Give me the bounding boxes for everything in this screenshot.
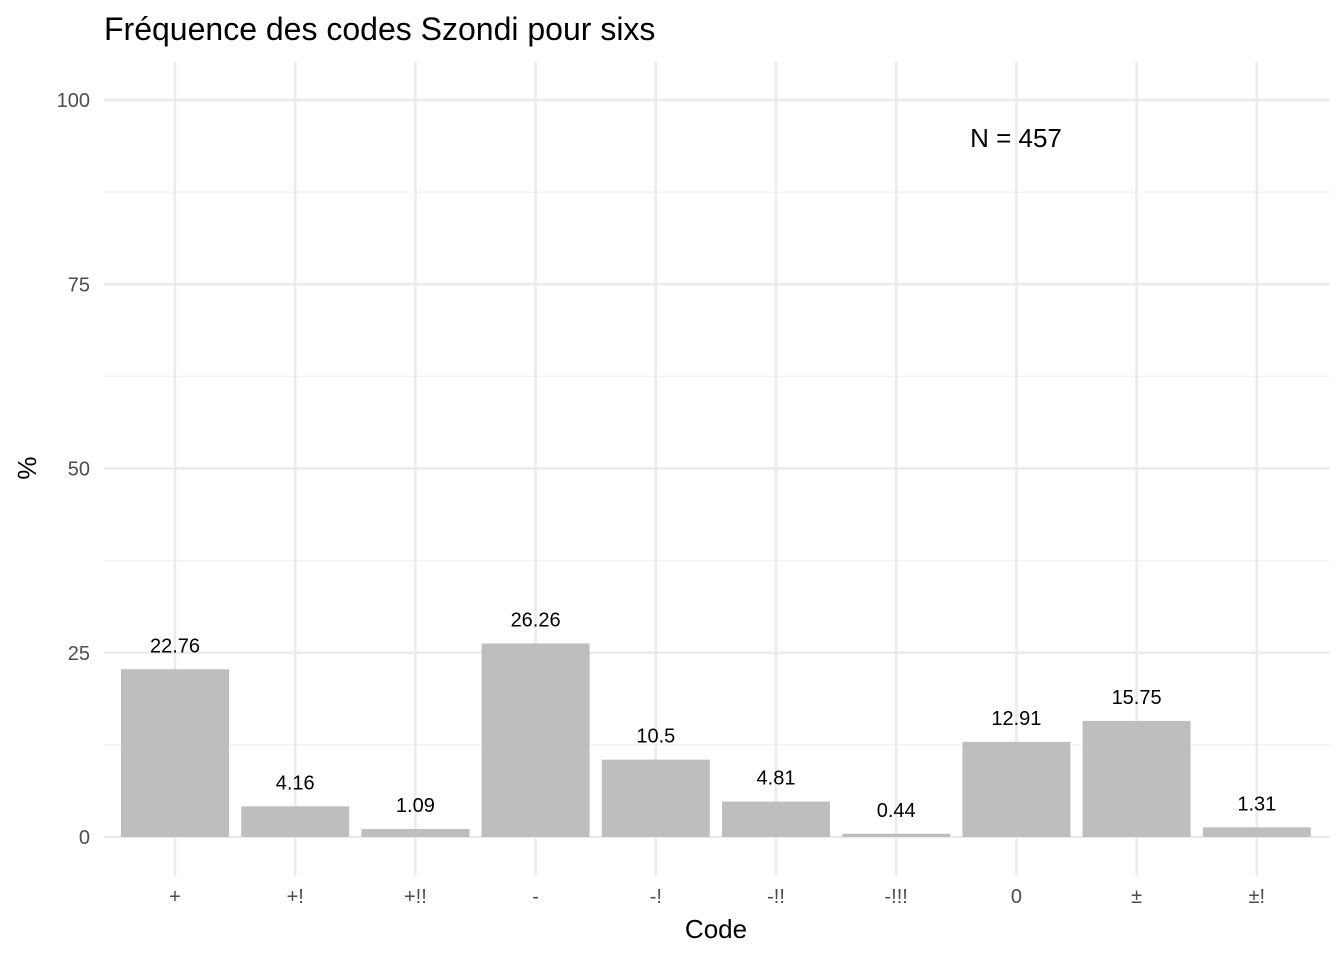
x-axis-title: Code <box>685 914 747 944</box>
x-tick-label: ± <box>1131 886 1142 908</box>
bar <box>121 669 229 837</box>
bar-value-label: 10.5 <box>636 726 675 748</box>
bar-value-label: 4.81 <box>757 768 796 790</box>
y-axis-ticks: 0 25 50 75 100 <box>57 90 90 849</box>
bar <box>722 801 830 837</box>
x-axis-ticks: + +! +!! - -! -!! -!!! 0 ± ±! <box>169 886 1265 908</box>
bar-value-label: 1.31 <box>1237 793 1276 815</box>
x-tick-label: + <box>169 886 181 908</box>
x-tick-label: +!! <box>404 886 427 908</box>
x-tick-label: -! <box>650 886 662 908</box>
bar <box>361 828 470 837</box>
x-tick-label: -!! <box>767 886 785 908</box>
bar-value-label: 22.76 <box>150 635 200 657</box>
bar-value-label: 4.16 <box>276 772 315 794</box>
bar <box>481 643 590 837</box>
bar <box>601 759 710 837</box>
data-labels: 22.76 4.16 1.09 26.26 10.5 4.81 0.44 12.91 15.75… <box>150 609 1276 821</box>
y-tick-label: 100 <box>57 90 90 112</box>
bar-value-label: 15.75 <box>1112 687 1162 709</box>
bar <box>1202 827 1311 837</box>
y-tick-label: 25 <box>68 643 90 665</box>
grid <box>104 62 1330 876</box>
bar <box>842 833 951 837</box>
y-tick-label: 0 <box>79 827 90 849</box>
chart-title: Fréquence des codes Szondi pour sixs <box>104 11 655 47</box>
bar <box>1082 720 1191 837</box>
bar-value-label: 12.91 <box>991 708 1041 730</box>
y-tick-label: 50 <box>68 459 90 481</box>
bars <box>121 643 1311 837</box>
bar-value-label: 1.09 <box>396 795 435 817</box>
bar-value-label: 0.44 <box>877 800 916 822</box>
x-tick-label: -!!! <box>885 886 908 908</box>
bar-value-label: 26.26 <box>511 609 561 631</box>
y-axis-title: % <box>12 456 42 479</box>
y-tick-label: 75 <box>68 274 90 296</box>
sample-size-annotation: N = 457 <box>970 123 1062 153</box>
x-tick-label: - <box>532 886 539 908</box>
x-tick-label: ±! <box>1249 886 1266 908</box>
bar <box>241 806 350 837</box>
x-tick-label: 0 <box>1011 886 1022 908</box>
x-tick-label: +! <box>287 886 304 908</box>
bar <box>962 741 1071 837</box>
